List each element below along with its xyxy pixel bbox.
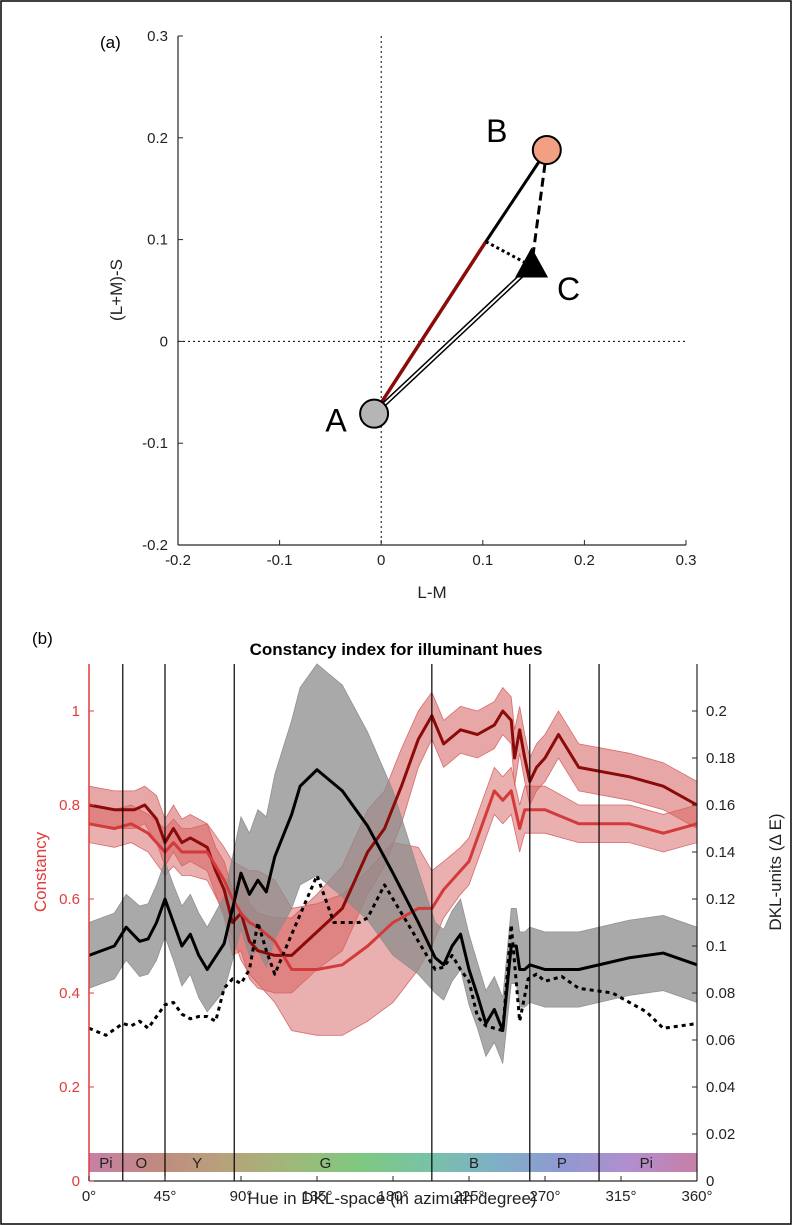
x-tick-label: 360°: [681, 1188, 712, 1205]
panel-a-label: (a): [100, 33, 121, 52]
x-tick-label: -0.2: [165, 552, 191, 569]
point-b: [531, 135, 562, 166]
hue-region-bar: Pi O Y G B P Pi: [89, 1153, 697, 1172]
panel-b-x-axis-label: Hue in DKL-space (in azimuth degree): [247, 1189, 536, 1208]
x-tick-label: 0°: [82, 1188, 96, 1205]
panel-a-points: A B C: [325, 113, 580, 439]
black-segment: [484, 149, 549, 243]
x-tick-label: 45°: [154, 1188, 177, 1205]
y-tick-label: -0.1: [142, 435, 168, 452]
hue-region-label: Y: [192, 1155, 202, 1172]
x-tick-label: 0: [377, 552, 385, 569]
right-tick-label: 0.02: [706, 1126, 735, 1143]
left-tick-label: 0: [72, 1173, 80, 1190]
panel-b-right-axis-label: DKL-units (Δ E): [766, 813, 785, 930]
y-tick-label: -0.2: [142, 537, 168, 554]
panel-b-title: Constancy index for illuminant hues: [250, 640, 543, 659]
right-tick-label: 0.18: [706, 750, 735, 767]
x-tick-label: 0.1: [472, 552, 493, 569]
x-tick-label: 90°: [230, 1188, 253, 1205]
right-tick-label: 0.06: [706, 1032, 735, 1049]
right-tick-label: 0.2: [706, 703, 727, 720]
dashed-segment: [530, 149, 549, 267]
right-tick-label: 0: [706, 1173, 714, 1190]
right-tick-label: 0.14: [706, 844, 735, 861]
double-line-segment-inner: [373, 265, 533, 415]
right-tick-label: 0.08: [706, 985, 735, 1002]
point-label-c: C: [557, 271, 580, 307]
panel-b-left-tick-labels: 0 0.2 0.4 0.6 0.8 1: [59, 703, 80, 1190]
x-tick-label: 0.3: [676, 552, 697, 569]
panel-a-segments: [372, 149, 549, 416]
point-label-a: A: [325, 403, 347, 439]
y-tick-label: 0: [160, 333, 168, 350]
left-tick-label: 0.8: [59, 797, 80, 814]
point-a: [359, 398, 390, 429]
hue-region-label: P: [557, 1155, 567, 1172]
hue-boundary-lines: [122, 664, 600, 1181]
x-tick-label: 270°: [529, 1188, 560, 1205]
x-tick-label: 180°: [377, 1188, 408, 1205]
panel-a-x-tick-labels: -0.2 -0.1 0 0.1 0.2 0.3: [165, 552, 696, 569]
panel-a-y-tick-labels: -0.2 -0.1 0 0.1 0.2 0.3: [142, 28, 168, 554]
left-tick-label: 0.6: [59, 891, 80, 908]
panel-a: (a) -0.2 -0.1 0 0.1 0.2 0.3 -0.2 -0.1 0 0.1 0.2 0.…: [100, 28, 696, 602]
left-tick-label: 0.4: [59, 985, 80, 1002]
right-tick-label: 0.12: [706, 891, 735, 908]
y-tick-label: 0.2: [147, 130, 168, 147]
panel-a-axes: [177, 35, 687, 546]
y-tick-label: 0.3: [147, 28, 168, 45]
right-tick-label: 0.04: [706, 1079, 735, 1096]
hue-region-label: Pi: [99, 1155, 112, 1172]
x-tick-label: -0.1: [267, 552, 293, 569]
point-c: [515, 247, 549, 278]
hue-region-label: O: [136, 1155, 148, 1172]
left-tick-label: 0.2: [59, 1079, 80, 1096]
panel-b: (b) Constancy index for illuminant hues …: [31, 629, 785, 1208]
panel-b-axes: [88, 664, 698, 1182]
point-label-b: B: [486, 113, 507, 149]
panel-b-x-tick-labels: 0° 45° 90° 135° 180° 225° 270° 315° 360°: [82, 1188, 713, 1205]
panel-a-x-axis-label: L-M: [417, 583, 446, 602]
hue-region-label: Pi: [640, 1155, 653, 1172]
red-segment: [372, 240, 488, 415]
x-tick-label: 0.2: [574, 552, 595, 569]
left-tick-label: 1: [72, 703, 80, 720]
panel-a-y-axis-label: (L+M)-S: [107, 259, 126, 321]
x-tick-label: 135°: [301, 1188, 332, 1205]
hue-region-label: G: [320, 1155, 332, 1172]
panel-b-left-axis-label: Constancy: [31, 831, 50, 912]
right-tick-label: 0.16: [706, 797, 735, 814]
right-tick-label: 0.1: [706, 938, 727, 955]
series-2-line: [88, 768, 698, 1033]
panel-b-label: (b): [32, 629, 53, 648]
x-tick-label: 315°: [605, 1188, 636, 1205]
x-tick-label: 225°: [453, 1188, 484, 1205]
series-1-line: [88, 789, 698, 971]
hue-region-label: B: [469, 1155, 479, 1172]
y-tick-label: 0.1: [147, 232, 168, 249]
hue-gradient-bar: [89, 1153, 697, 1172]
panel-b-right-tick-labels: 0 0.02 0.04 0.06 0.08 0.1 0.12 0.14 0.16 0.18 0.2: [706, 703, 735, 1190]
